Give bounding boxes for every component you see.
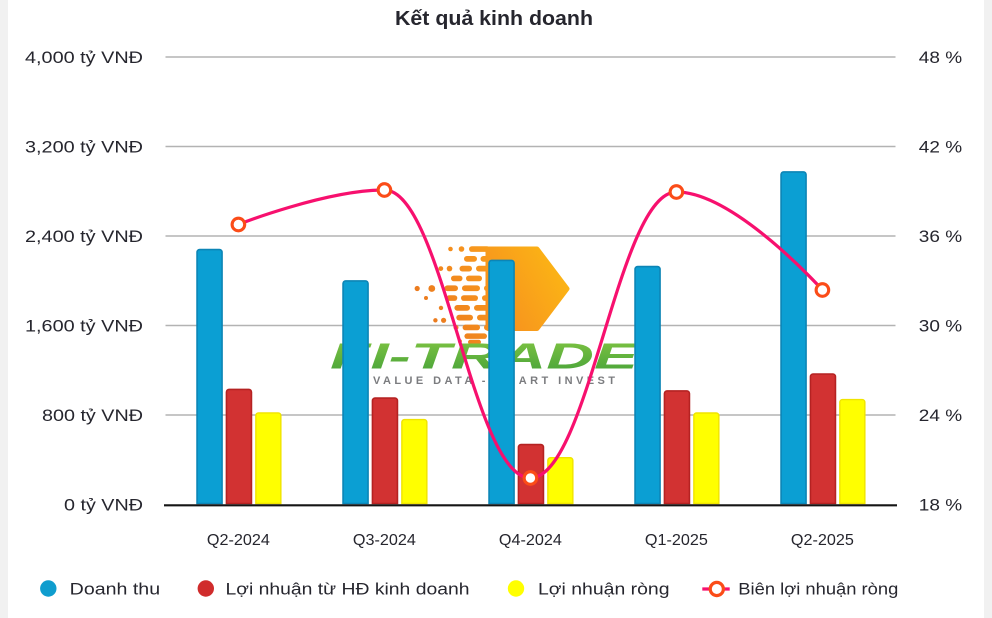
svg-text:0 tỷ VNĐ: 0 tỷ VNĐ bbox=[64, 496, 143, 515]
svg-text:4,000 tỷ VNĐ: 4,000 tỷ VNĐ bbox=[25, 48, 143, 67]
svg-text:Lợi nhuận ròng: Lợi nhuận ròng bbox=[538, 580, 670, 599]
svg-text:Q3-2024: Q3-2024 bbox=[353, 532, 416, 549]
svg-text:24 %: 24 % bbox=[919, 406, 962, 425]
svg-text:30 %: 30 % bbox=[919, 317, 962, 336]
svg-text:800 tỷ VNĐ: 800 tỷ VNĐ bbox=[42, 406, 143, 425]
svg-text:Q4-2024: Q4-2024 bbox=[499, 532, 562, 549]
svg-text:3,200 tỷ VNĐ: 3,200 tỷ VNĐ bbox=[25, 138, 143, 157]
svg-text:Q2-2024: Q2-2024 bbox=[207, 532, 270, 549]
svg-text:FI-TRADE: FI-TRADE bbox=[330, 336, 640, 377]
svg-text:Kết quả kinh doanh: Kết quả kinh doanh bbox=[395, 7, 593, 30]
svg-text:42 %: 42 % bbox=[919, 138, 962, 157]
svg-text:Doanh thu: Doanh thu bbox=[70, 580, 160, 599]
svg-text:2,400 tỷ VNĐ: 2,400 tỷ VNĐ bbox=[25, 227, 143, 246]
svg-text:Lợi nhuận từ HĐ kinh doanh: Lợi nhuận từ HĐ kinh doanh bbox=[226, 580, 470, 599]
svg-text:Q1-2025: Q1-2025 bbox=[645, 532, 708, 549]
svg-text:36 %: 36 % bbox=[919, 227, 962, 246]
svg-text:1,600 tỷ VNĐ: 1,600 tỷ VNĐ bbox=[25, 317, 143, 336]
svg-text:48 %: 48 % bbox=[919, 48, 962, 67]
svg-text:18 %: 18 % bbox=[919, 496, 962, 515]
svg-text:Q2-2025: Q2-2025 bbox=[791, 532, 854, 549]
svg-text:Biên lợi nhuận ròng: Biên lợi nhuận ròng bbox=[738, 580, 898, 599]
